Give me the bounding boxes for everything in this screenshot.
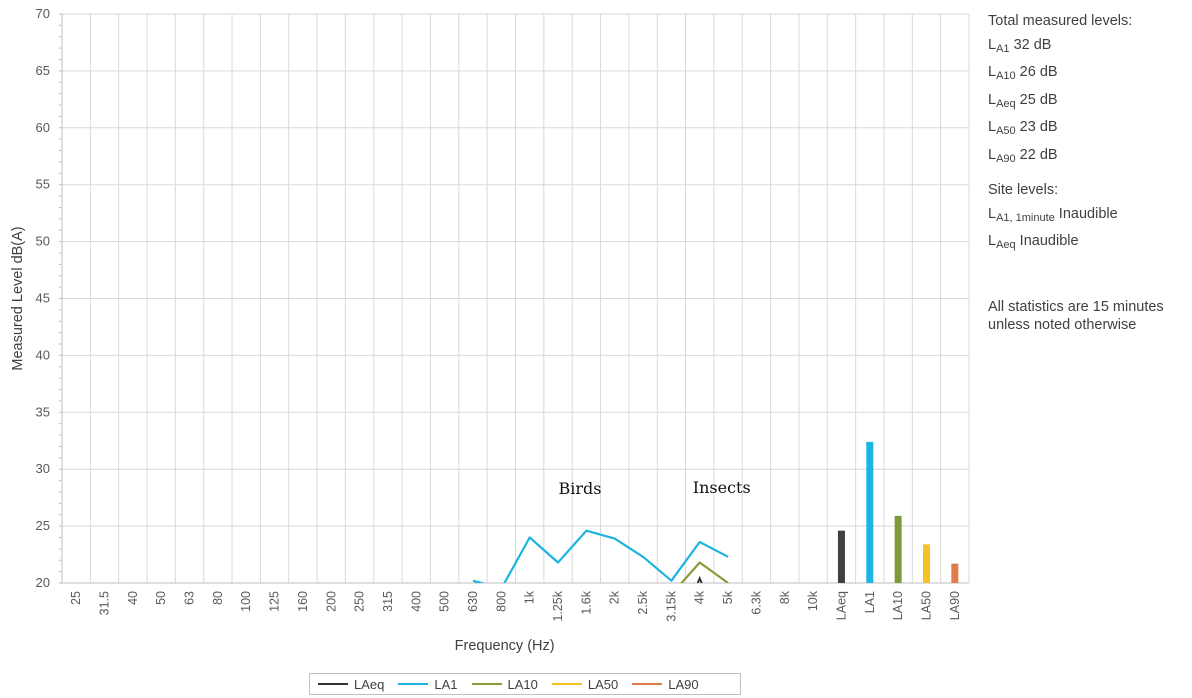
x-tick-label: 25 [69, 591, 83, 605]
x-tick-label: 2k [608, 590, 622, 604]
x-tick-label: LA90 [948, 591, 962, 620]
legend-swatch [398, 683, 429, 685]
x-tick-label: LA10 [891, 591, 905, 620]
site-level-item: LAeq Inaudible [988, 233, 1079, 251]
total-level-item: LA50 23 dB [988, 119, 1058, 137]
legend-label: LA1 [434, 676, 458, 692]
legend-item: LA50 [551, 676, 619, 692]
legend-swatch [551, 683, 582, 685]
y-tick-label: 60 [36, 120, 50, 135]
y-tick-label: 70 [36, 6, 50, 21]
legend-label: LA50 [587, 676, 619, 692]
legend-item: LA90 [632, 676, 699, 692]
footnote: All statistics are 15 minutes unless not… [988, 298, 1164, 333]
x-tick-label: 10k [806, 590, 820, 611]
x-tick-label: 5k [721, 590, 735, 604]
x-tick-label: 63 [183, 591, 197, 605]
x-tick-label: 31.5 [98, 591, 112, 615]
y-tick-label: 55 [36, 177, 50, 192]
x-tick-label: 6.3k [749, 590, 763, 614]
bar-la10 [894, 515, 902, 583]
x-tick-label: 80 [211, 591, 225, 605]
x-tick-label: 4k [693, 590, 707, 604]
legend-swatch [471, 683, 502, 685]
chart-area: 20 25 30 35 40 45 50 55 60 65 70 25 31.5 40 50 63 80 100 1… [10, 6, 970, 654]
x-tick-label: 125 [268, 591, 282, 612]
series-line-la10 [680, 561, 729, 583]
x-tick-label: 1k [523, 590, 537, 604]
x-tick-label: 1.25k [551, 590, 565, 621]
legend-item: LA1 [398, 676, 458, 692]
legend-item: LAeq [318, 677, 384, 692]
legend-label: LA90 [668, 676, 699, 692]
x-tick-label: 3.15k [664, 590, 678, 621]
legend-swatch [318, 683, 348, 685]
annotation-label: Insects [693, 478, 751, 497]
series-spike-laeq [696, 575, 703, 583]
total-level-item: LA10 26 dB [988, 64, 1058, 82]
y-tick-label: 30 [36, 461, 50, 476]
y-tick-label: 65 [36, 63, 50, 78]
bar-la50 [922, 544, 930, 583]
y-tick-label: 35 [36, 404, 50, 419]
legend-label: LA10 [507, 676, 538, 692]
x-tick-label: LA1 [863, 591, 877, 613]
x-axis-title: Frequency (Hz) [455, 638, 555, 654]
site-levels-list: LA1, 1minute Inaudible LAeq Inaudible [988, 203, 1192, 258]
chart-legend: LAeq LA1 LA10 LA50 LA90 [309, 673, 741, 695]
site-heading: Site levels: [988, 182, 1059, 198]
annotation-label: Birds [559, 479, 602, 498]
y-tick-label: 25 [36, 518, 50, 533]
series-line-la1 [472, 529, 729, 583]
y-tick-label: 50 [36, 234, 50, 249]
site-level-item: LA1, 1minute Inaudible [988, 205, 1118, 224]
total-heading: Total measured levels: [988, 13, 1133, 29]
x-tick-label: 1.6k [579, 590, 593, 614]
bar-laeq [837, 530, 845, 583]
x-tick-label: LA50 [919, 591, 933, 620]
x-tick-label: 630 [466, 591, 480, 612]
bar-la90 [951, 563, 959, 583]
total-levels-list: LA1 32 dB LA10 26 dB LAeq 25 dB LA50 23 dB L… [988, 34, 1192, 172]
x-tick-label: 500 [438, 591, 452, 612]
notes-panel: Total measured levels: LA1 32 dB LA10 26 … [988, 10, 1192, 334]
legend-label: LAeq [354, 676, 385, 692]
x-tick-label: 2.5k [636, 590, 650, 614]
x-tick-label: 100 [239, 591, 253, 612]
total-level-item: LA1 32 dB [988, 36, 1052, 55]
y-tick-label: 40 [36, 347, 50, 362]
bar-la1 [866, 441, 874, 583]
y-tick-label: 45 [36, 291, 50, 306]
total-level-item: LA90 22 dB [988, 146, 1058, 165]
x-tick-label: 315 [381, 591, 395, 612]
x-tick-label: 160 [296, 591, 310, 612]
x-tick-label: 250 [353, 591, 367, 612]
x-tick-label: 400 [409, 591, 423, 612]
y-axis-title: Measured Level dB(A) [10, 226, 26, 370]
x-tick-label: 40 [126, 591, 140, 605]
legend-swatch [632, 683, 663, 685]
x-tick-label: 50 [154, 591, 168, 605]
y-tick-label: 20 [36, 575, 50, 590]
total-level-item: LAeq 25 dB [988, 91, 1058, 110]
x-tick-label: LAeq [834, 591, 848, 620]
x-tick-label: 200 [324, 591, 338, 612]
x-tick-label: 8k [778, 590, 792, 604]
x-tick-label: 800 [494, 591, 508, 612]
legend-item: LA10 [471, 676, 538, 692]
